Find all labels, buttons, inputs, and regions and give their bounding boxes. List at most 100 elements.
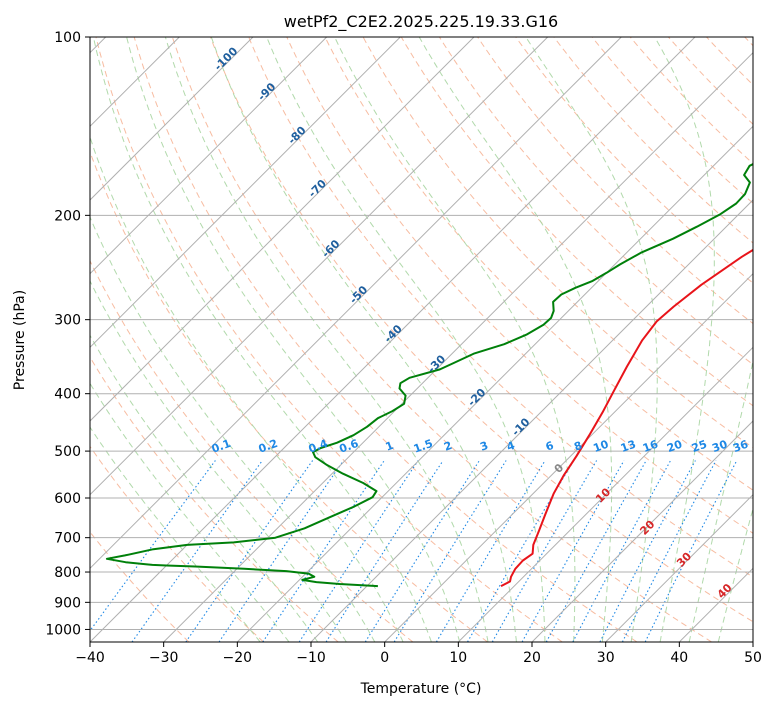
mixing-ratio-label: 8 bbox=[572, 439, 584, 454]
y-tick-label: 1000 bbox=[45, 622, 81, 638]
moist-adiabat-line bbox=[90, 215, 376, 642]
isotherm-line bbox=[163, 51, 753, 642]
isotherm-line bbox=[310, 199, 753, 642]
dry-adiabat-line bbox=[591, 37, 753, 204]
x-tick-label: −30 bbox=[149, 650, 179, 666]
x-tick-label: −10 bbox=[296, 650, 326, 666]
isotherm-line bbox=[457, 346, 753, 642]
moist-adiabat-line bbox=[688, 358, 753, 642]
dry-adiabat-line bbox=[90, 259, 414, 642]
dry-adiabat-line bbox=[210, 37, 753, 623]
isotherm-line bbox=[90, 37, 254, 201]
mixing-ratio-label: 20 bbox=[665, 437, 684, 455]
moist-adiabat-line bbox=[90, 334, 319, 642]
isotherm-line bbox=[236, 125, 753, 642]
y-tick-label: 100 bbox=[54, 30, 81, 46]
mixing-ratio-line bbox=[491, 460, 598, 642]
x-tick-label: 10 bbox=[449, 650, 467, 666]
mixing-ratio-line bbox=[262, 460, 385, 642]
mixing-ratio-label: 36 bbox=[731, 437, 750, 455]
mixing-ratio-line bbox=[545, 460, 647, 642]
mixing-ratio-line bbox=[131, 460, 263, 642]
moist-adiabat-line bbox=[334, 37, 576, 642]
mixing-ratio-label: 10 bbox=[591, 437, 610, 455]
x-tick-label: −20 bbox=[223, 650, 253, 666]
mixing-ratio-line bbox=[298, 460, 419, 642]
moist-adiabat-line bbox=[210, 37, 517, 642]
x-tick-label: 0 bbox=[380, 650, 389, 666]
y-tick-label: 500 bbox=[54, 444, 81, 460]
isotherm-line bbox=[90, 37, 401, 349]
x-tick-label: 50 bbox=[744, 650, 762, 666]
x-axis-label: Temperature (°C) bbox=[360, 681, 482, 697]
isotherm-line bbox=[90, 37, 475, 422]
isotherm-line bbox=[90, 37, 696, 642]
dry-adiabat-line bbox=[133, 37, 638, 642]
mixing-ratio-label: 25 bbox=[690, 438, 709, 455]
y-tick-label: 600 bbox=[54, 491, 81, 507]
isotherm-line bbox=[531, 420, 753, 642]
mixing-ratio-label: 3 bbox=[478, 439, 490, 454]
moist-adiabat-line bbox=[90, 135, 404, 642]
mixing-ratio-line bbox=[521, 460, 625, 642]
mixing-ratio-label: 1.5 bbox=[412, 437, 435, 456]
dewpoint-profile-line bbox=[105, 163, 753, 588]
mixing-ratio-label: 0.2 bbox=[257, 437, 280, 456]
mixing-ratio-line bbox=[185, 460, 314, 642]
dry-adiabat-line bbox=[171, 37, 712, 642]
isotherm-line bbox=[605, 493, 753, 642]
x-tick-label: 40 bbox=[670, 650, 688, 666]
moist-adiabat-line bbox=[164, 37, 489, 642]
axes: −40 −30 −20 −10 0 10 20 30 40 5010020030040050060… bbox=[45, 30, 762, 666]
isotherm-line bbox=[90, 37, 328, 275]
isotherm-line bbox=[90, 37, 622, 570]
moist-adiabat-line bbox=[126, 37, 461, 642]
moist-adiabat-line bbox=[266, 37, 546, 642]
mixing-ratio-line bbox=[467, 460, 575, 642]
mixing-ratio-line bbox=[435, 460, 546, 642]
dry-adiabat-line bbox=[629, 37, 753, 165]
mixing-ratio-line bbox=[644, 460, 738, 642]
mixing-ratio-label: 13 bbox=[619, 438, 638, 455]
y-tick-label: 200 bbox=[54, 208, 81, 224]
isotherm-line bbox=[90, 37, 549, 496]
mixing-ratio-label: 30 bbox=[710, 437, 729, 455]
x-tick-label: 30 bbox=[597, 650, 615, 666]
temperature-profile-line bbox=[500, 248, 753, 587]
mixing-ratio-label: 0.4 bbox=[307, 437, 330, 456]
isotherm-line bbox=[384, 272, 753, 642]
plot-area bbox=[90, 37, 753, 642]
dry-adiabat-line bbox=[400, 37, 753, 407]
dry-adiabat-line bbox=[95, 37, 563, 642]
dry-adiabat-line bbox=[477, 37, 753, 325]
moist-adiabat-line bbox=[90, 426, 261, 642]
dry-adiabat-line bbox=[248, 37, 753, 578]
y-tick-label: 400 bbox=[54, 387, 81, 403]
x-tick-label: −40 bbox=[75, 650, 105, 666]
plot-frame bbox=[89, 36, 754, 643]
mixing-ratio-line bbox=[393, 460, 507, 642]
mixing-ratio-label: 1 bbox=[384, 439, 396, 454]
mixing-ratio-label: 0.1 bbox=[210, 437, 233, 456]
mixing-ratio-label: 6 bbox=[544, 439, 556, 454]
chart-title: wetPf2_C2E2.2025.225.19.33.G16 bbox=[284, 12, 558, 32]
moist-adiabat-line bbox=[525, 37, 658, 642]
dry-adiabat-line bbox=[324, 37, 753, 491]
dry-adiabat-line bbox=[515, 37, 753, 284]
y-tick-label: 300 bbox=[54, 313, 81, 329]
moist-adiabat-line bbox=[654, 37, 715, 642]
y-tick-label: 900 bbox=[54, 595, 81, 611]
mixing-ratio-label: 4 bbox=[505, 439, 517, 454]
mixing-ratio-line bbox=[218, 460, 344, 642]
moist-adiabat-line bbox=[717, 506, 753, 642]
y-tick-label: 800 bbox=[54, 565, 81, 581]
moist-adiabat-line bbox=[418, 37, 613, 642]
moist-adiabat-line bbox=[92, 37, 432, 642]
x-tick-label: 20 bbox=[523, 650, 541, 666]
mixing-ratio-label: 2 bbox=[442, 439, 454, 454]
moist-adiabat-line bbox=[90, 382, 290, 642]
mixing-ratio-label: 0.6 bbox=[338, 437, 361, 456]
y-tick-label: 700 bbox=[54, 531, 81, 547]
